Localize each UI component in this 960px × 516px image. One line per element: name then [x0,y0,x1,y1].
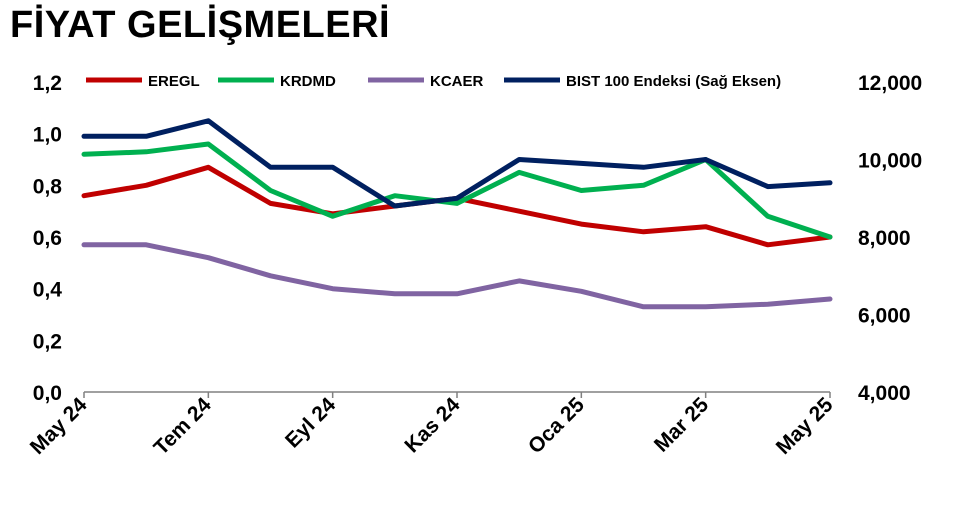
y-left-tick-label: 0,2 [33,330,62,353]
y-left-tick-label: 0,4 [33,279,63,302]
y-right-tick-label: 8,000 [858,227,911,250]
legend-label: BIST 100 Endeksi (Sağ Eksen) [566,73,781,90]
x-tick-label: Kas 24 [400,393,464,457]
y-right-tick-label: 6,000 [858,305,911,328]
series-line-1 [81,164,833,248]
y-left-tick-label: 0,6 [33,227,62,250]
x-tick-label: May 25 [772,393,838,459]
series-line-3 [81,242,833,310]
x-tick-label: Oca 25 [524,393,589,458]
y-left-tick-label: 0,8 [33,175,63,198]
x-tick-label: Eyl 24 [281,393,340,452]
series-line-2 [81,141,833,240]
series-line-4 [81,118,833,209]
chart-axes: 0,0 0,2 0,4 0,6 0,8 1,0 1,2 4,000 6,000 8,000 10,0… [26,72,922,460]
x-tick-label: Mar 25 [650,393,714,457]
y-left-tick-label: 1,0 [33,124,62,147]
y-right-tick-label: 12,000 [858,72,922,95]
chart-legend: EREGL KRDMD KCAER BIST 100 Endeksi (Sağ Eks… [86,73,781,90]
y-right-tick-label: 4,000 [858,382,911,405]
y-left-tick-label: 0,0 [33,382,62,405]
chart-title: FİYAT GELİŞMELERİ [10,4,391,46]
legend-label: KRDMD [280,73,336,90]
chart-series [81,118,833,310]
x-tick-label: Tem 24 [150,393,217,460]
legend-label: KCAER [430,73,484,90]
y-left-tick-label: 1,2 [33,72,62,95]
legend-label: EREGL [148,73,200,90]
y-right-tick-label: 10,000 [858,150,922,173]
